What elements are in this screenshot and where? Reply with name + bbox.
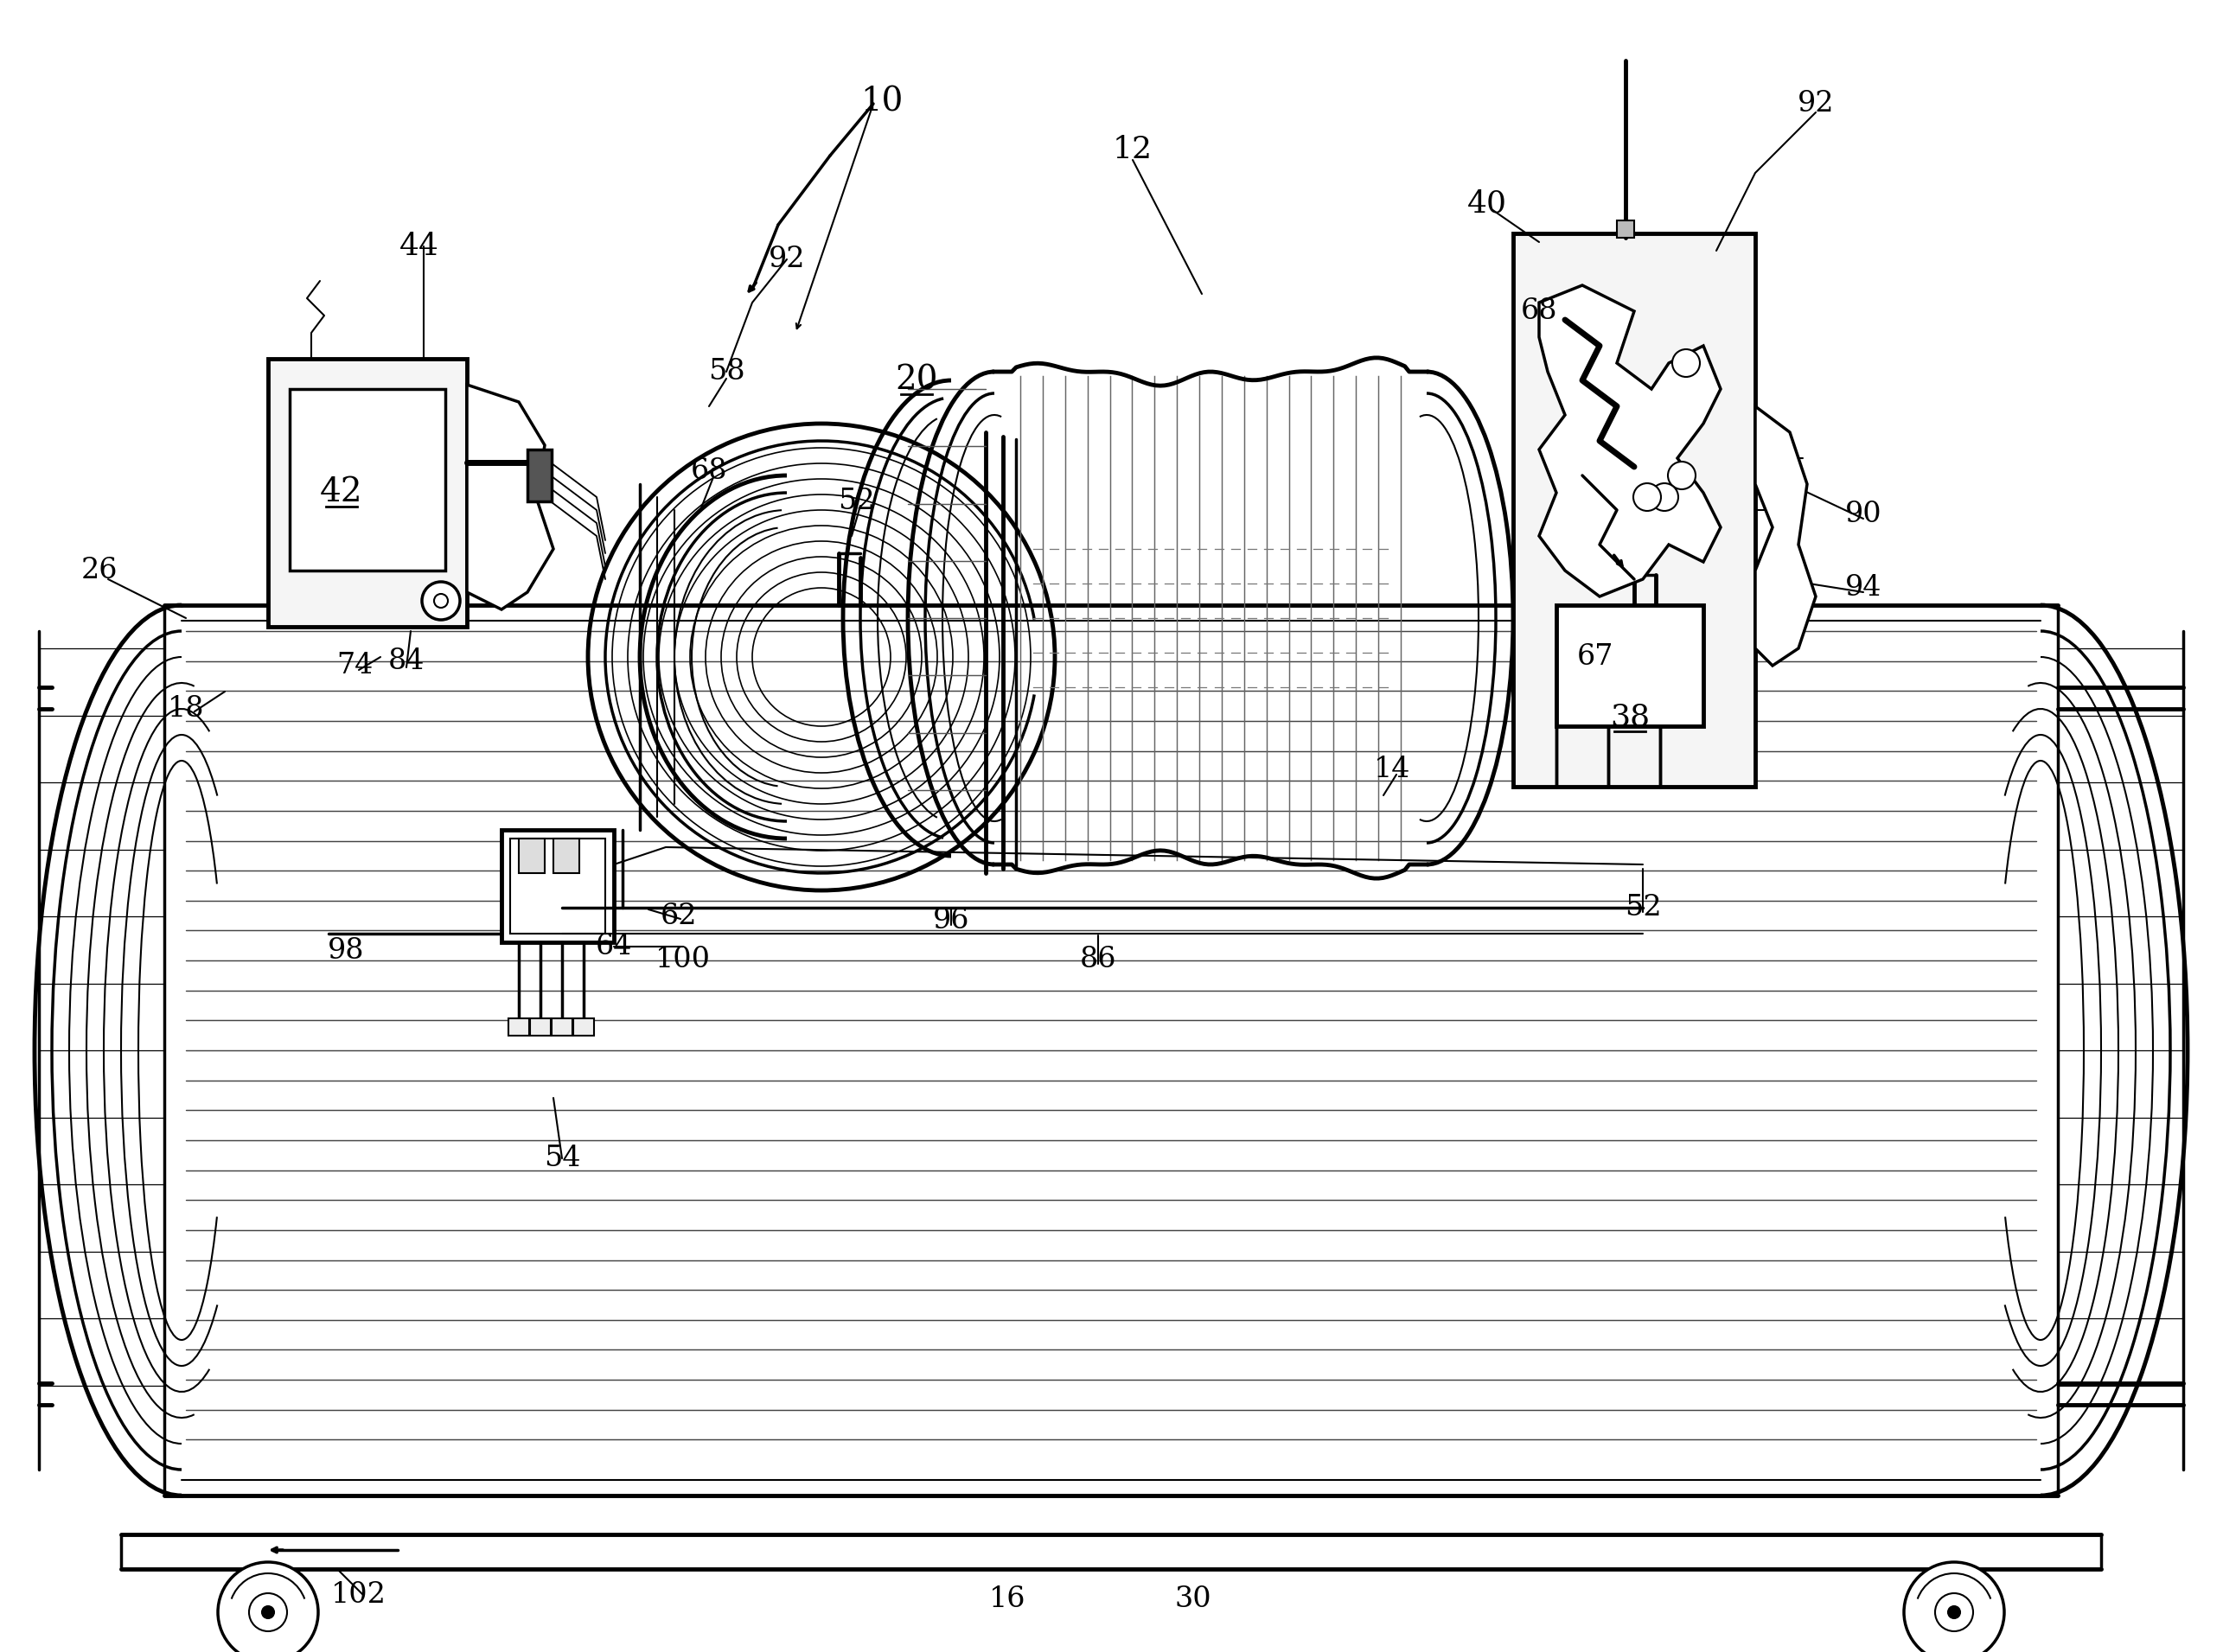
Bar xyxy=(509,1018,529,1036)
Circle shape xyxy=(1634,484,1661,510)
Bar xyxy=(502,829,614,942)
Text: 40: 40 xyxy=(1467,188,1507,218)
Polygon shape xyxy=(1756,406,1816,666)
Bar xyxy=(1556,605,1703,727)
Text: 90: 90 xyxy=(1845,501,1881,529)
Text: 20: 20 xyxy=(896,365,938,396)
Bar xyxy=(518,839,545,874)
Text: 100: 100 xyxy=(656,945,711,973)
Text: 94: 94 xyxy=(1845,573,1881,601)
Text: 92: 92 xyxy=(1798,89,1834,117)
Text: 52: 52 xyxy=(1625,894,1661,922)
Text: 68: 68 xyxy=(1521,297,1558,325)
Polygon shape xyxy=(467,385,554,610)
Circle shape xyxy=(1947,1606,1961,1619)
Circle shape xyxy=(262,1606,273,1619)
Text: 62: 62 xyxy=(660,902,698,930)
Text: 84: 84 xyxy=(389,648,425,676)
Circle shape xyxy=(1652,484,1678,510)
Bar xyxy=(574,1018,594,1036)
Circle shape xyxy=(1667,461,1696,489)
Bar xyxy=(1514,233,1756,786)
Text: 98: 98 xyxy=(327,937,365,965)
Text: 30: 30 xyxy=(1174,1586,1212,1612)
Circle shape xyxy=(218,1563,318,1652)
Text: 18: 18 xyxy=(167,695,205,722)
Circle shape xyxy=(1672,349,1701,377)
Text: 68: 68 xyxy=(691,458,727,486)
Polygon shape xyxy=(1538,286,1721,596)
Bar xyxy=(527,449,551,502)
Text: 54: 54 xyxy=(545,1145,580,1173)
Text: 74: 74 xyxy=(336,653,373,679)
Text: 42: 42 xyxy=(320,477,362,509)
Text: 52: 52 xyxy=(838,487,874,515)
Bar xyxy=(551,1018,571,1036)
Text: 44: 44 xyxy=(400,231,440,261)
Text: 92: 92 xyxy=(769,246,805,273)
Bar xyxy=(509,839,605,933)
Bar xyxy=(1616,220,1634,238)
Text: 38: 38 xyxy=(1609,702,1649,732)
Circle shape xyxy=(1903,1563,2005,1652)
Text: 26: 26 xyxy=(80,557,118,585)
Text: 10: 10 xyxy=(860,86,903,117)
Circle shape xyxy=(1934,1593,1974,1631)
Circle shape xyxy=(433,593,447,608)
Text: 67: 67 xyxy=(1576,643,1614,671)
Text: 102: 102 xyxy=(331,1581,387,1609)
Circle shape xyxy=(422,582,460,620)
Text: 14: 14 xyxy=(1374,755,1409,783)
Bar xyxy=(529,1018,551,1036)
Text: 12: 12 xyxy=(1114,135,1152,164)
Text: 96: 96 xyxy=(934,907,969,935)
Circle shape xyxy=(249,1593,287,1631)
Bar xyxy=(289,388,445,570)
Text: 58: 58 xyxy=(707,358,745,385)
Text: 64: 64 xyxy=(596,933,631,960)
Text: 86: 86 xyxy=(1080,945,1116,973)
Text: 16: 16 xyxy=(989,1586,1025,1612)
Bar xyxy=(269,358,467,626)
Bar xyxy=(554,839,580,874)
